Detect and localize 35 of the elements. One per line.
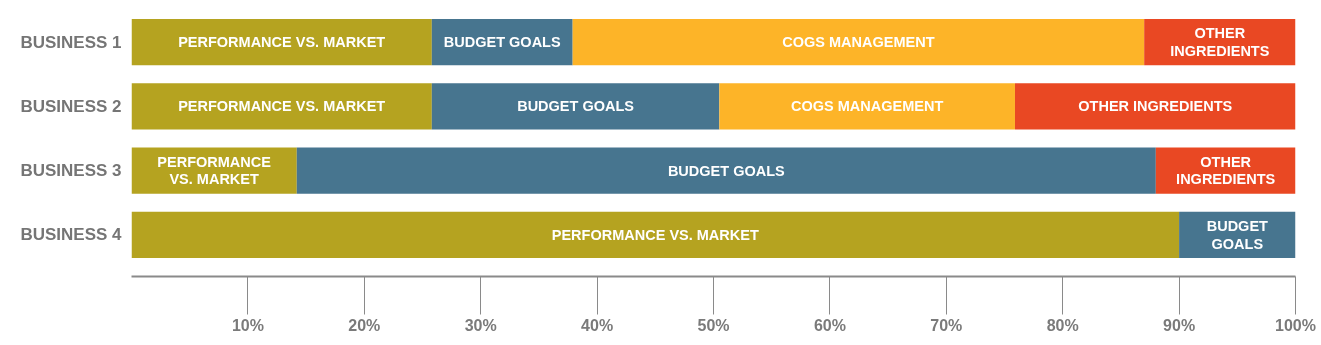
- bar: [431, 83, 720, 130]
- text: OTHER INGREDIENTS: [1078, 98, 1233, 115]
- x-tick-label: 100%: [1275, 316, 1316, 334]
- bar: [131, 83, 432, 130]
- text: BUDGET GOALS: [443, 34, 561, 51]
- y-tick-label: BUSINESS 4: [20, 225, 123, 245]
- x-tick-label: 20%: [348, 316, 381, 334]
- y-tick-label: BUSINESS 1: [20, 32, 122, 52]
- y-tick-label: BUSINESS 3: [20, 161, 122, 181]
- x-tick-label: 80%: [1046, 316, 1079, 334]
- series-label: BUDGET GOALS: [1206, 217, 1269, 252]
- series-label: COGS MANAGEMENT: [791, 98, 944, 115]
- text: OTHER INGREDIENTS: [1170, 25, 1270, 60]
- x-tick-label: 30%: [464, 316, 497, 334]
- x-tick-label: 60%: [813, 316, 846, 334]
- text: COGS MANAGEMENT: [782, 34, 935, 51]
- y-tick-label: BUSINESS 2: [20, 96, 122, 116]
- x-tick-label: 40%: [581, 316, 614, 334]
- bar: [131, 211, 1180, 258]
- bar: [131, 19, 432, 66]
- text: PERFORMANCE VS. MARKET: [551, 226, 759, 243]
- bar: [719, 83, 1015, 130]
- bar: [296, 147, 1156, 194]
- bar: [1014, 83, 1296, 130]
- text: BUDGET GOALS: [517, 98, 634, 115]
- bar: [572, 19, 1145, 66]
- text: PERFORMANCE VS. MARKET: [178, 34, 386, 51]
- x-tick-label: 10%: [231, 316, 264, 334]
- series-label: OTHER INGREDIENTS: [1176, 153, 1276, 188]
- series-label: PERFORMANCE VS. MARKET: [157, 153, 272, 188]
- x-tick-label: 70%: [930, 316, 963, 334]
- x-tick-label: 90%: [1163, 316, 1196, 334]
- x-tick-label: 50%: [697, 316, 730, 334]
- text: BUDGET GOALS: [667, 162, 785, 179]
- text: PERFORMANCE VS. MARKET: [178, 98, 386, 115]
